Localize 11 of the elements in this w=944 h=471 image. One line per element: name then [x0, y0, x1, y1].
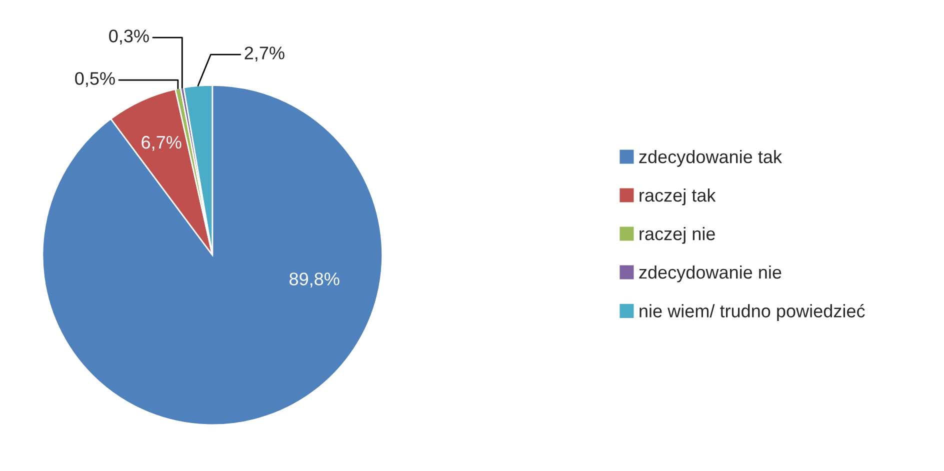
data-label: 89,8% [290, 272, 340, 288]
pie-slice [110, 88, 214, 256]
data-label: 0,3% [109, 30, 149, 45]
data-label: 0,5% [75, 72, 115, 88]
data-label: 2,7% [244, 46, 284, 62]
legend-label: raczej nie [640, 226, 715, 244]
legend-label: raczej tak [640, 188, 716, 206]
legend-label: zdecydowanie nie [639, 265, 782, 282]
legend-label: nie wiem/ trudno powiedzieć [640, 304, 865, 322]
data-label: 6,7% [142, 136, 182, 151]
legend-label: zdecydowanie tak [639, 150, 782, 167]
